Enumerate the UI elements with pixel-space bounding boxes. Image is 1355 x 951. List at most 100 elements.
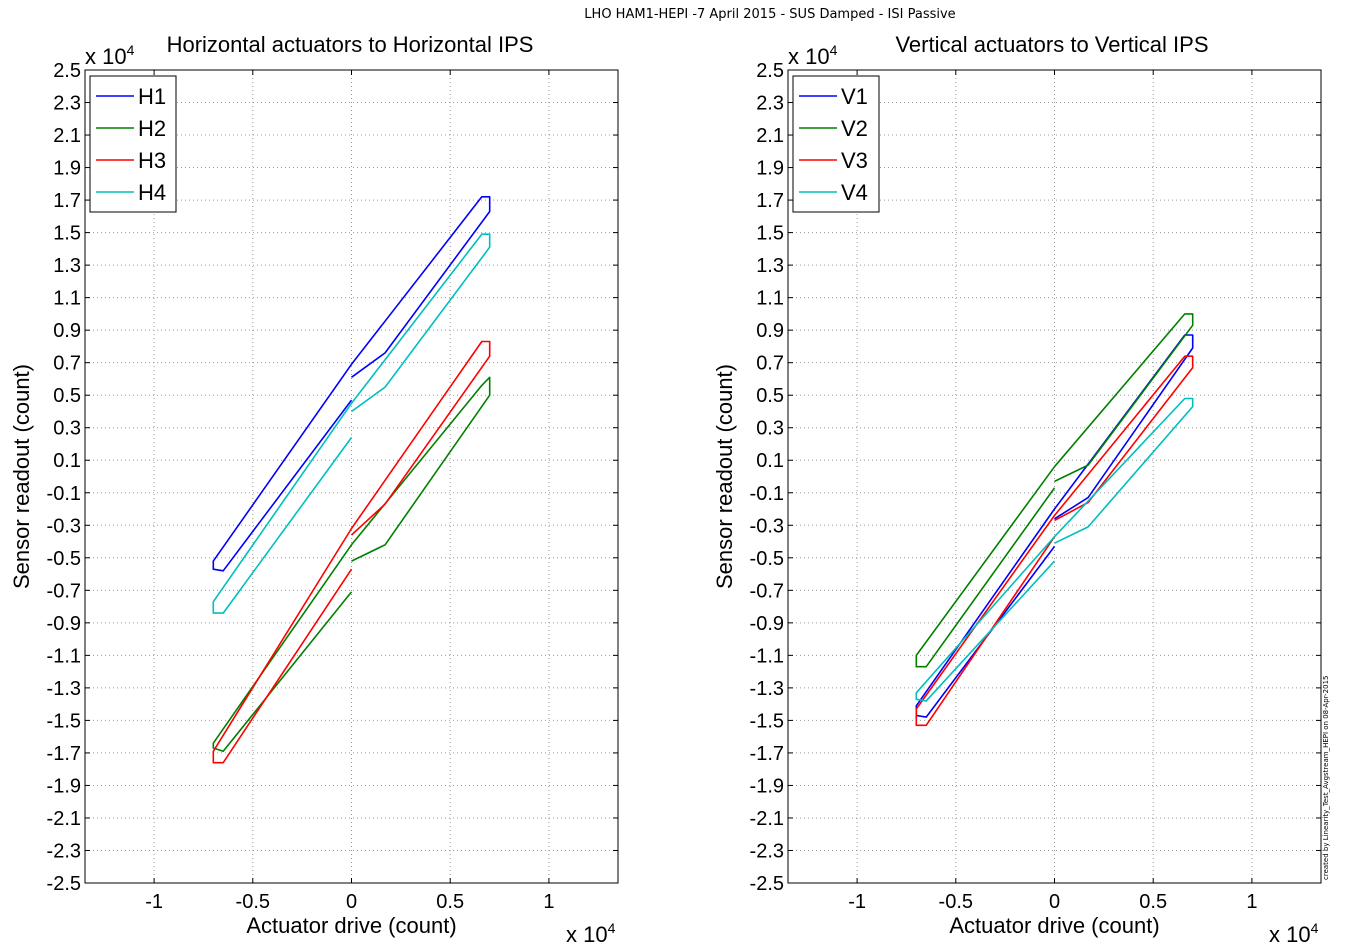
y-tick-label: 0.1 (756, 450, 784, 472)
y-tick-label: -1.5 (47, 710, 81, 732)
series-line-v2 (915, 313, 1194, 668)
legend-entry-label: V2 (841, 116, 868, 141)
y-tick-label: 1.3 (756, 255, 784, 277)
y-exponent-label-base: x 10 (85, 44, 127, 69)
legend: H1 H2 H3 H4 (89, 75, 177, 213)
y-tick-label: -0.7 (750, 580, 784, 602)
y-tick-label: -2.3 (750, 840, 784, 862)
series-line-h1 (212, 196, 491, 572)
x-tick-label: 0 (346, 891, 357, 913)
x-exponent-label: x 104 (1269, 920, 1319, 947)
y-tick-label: -2.5 (47, 873, 81, 895)
x-exponent-label-base: x 10 (1269, 922, 1311, 947)
data-series (212, 196, 491, 764)
x-tick-label: 0 (1049, 891, 1060, 913)
x-tick-label: -0.5 (236, 891, 270, 913)
chart-title: Horizontal actuators to Horizontal IPS (167, 32, 534, 57)
y-tick-label: 0.9 (53, 320, 81, 342)
figure-suptitle: LHO HAM1-HEPI -7 April 2015 - SUS Damped… (584, 7, 955, 22)
y-exponent-label: x 104 (85, 42, 135, 69)
y-tick-label: -2.3 (47, 840, 81, 862)
y-tick-label: 0.5 (756, 385, 784, 407)
y-tick-label: -1.7 (47, 743, 81, 765)
x-tick-label: -0.5 (939, 891, 973, 913)
y-tick-label: 2.1 (53, 125, 81, 147)
y-tick-label: -2.1 (750, 808, 784, 830)
x-tick-label: -1 (145, 891, 163, 913)
x-tick-label: 1 (1246, 891, 1257, 913)
y-axis-label: Sensor readout (count) (712, 364, 737, 589)
x-tick-label: 1 (543, 891, 554, 913)
legend-box (792, 75, 880, 213)
series-line-v3 (915, 355, 1194, 727)
y-tick-label: 2.1 (756, 125, 784, 147)
y-tick-label: 1.5 (756, 223, 784, 245)
y-tick-label: 1.9 (756, 158, 784, 180)
y-exponent-label-base: x 10 (788, 44, 830, 69)
x-tick-label: -1 (848, 891, 866, 913)
credit-note: created by Linearity_Test_Avgstream_HEPI… (1322, 676, 1330, 881)
y-tick-label: -0.3 (750, 515, 784, 537)
x-axis-label: Actuator drive (count) (246, 913, 456, 938)
legend-entry-label: H4 (138, 180, 166, 205)
y-tick-label: -1.1 (47, 645, 81, 667)
legend-entry-label: H3 (138, 148, 166, 173)
y-tick-label: 1.5 (53, 223, 81, 245)
x-exponent-label-power: 4 (608, 920, 616, 936)
y-exponent-label-power: 4 (127, 42, 135, 58)
y-tick-label: -0.5 (47, 548, 81, 570)
y-tick-label: 2.5 (756, 60, 784, 82)
y-tick-label: 1.3 (53, 255, 81, 277)
y-exponent-label-power: 4 (830, 42, 838, 58)
y-tick-label: -0.9 (750, 613, 784, 635)
y-tick-label: -1.9 (47, 775, 81, 797)
y-tick-label: -1.5 (750, 710, 784, 732)
y-tick-label: 0.5 (53, 385, 81, 407)
y-tick-label: -0.5 (750, 548, 784, 570)
y-tick-label: 0.9 (756, 320, 784, 342)
y-tick-label: -2.5 (750, 873, 784, 895)
chart-title: Vertical actuators to Vertical IPS (895, 32, 1208, 57)
legend-entry-label: V1 (841, 84, 868, 109)
x-tick-label: 0.5 (1139, 891, 1167, 913)
legend-entry-label: H2 (138, 116, 166, 141)
y-axis-label: Sensor readout (count) (9, 364, 34, 589)
y-tick-label: -0.1 (750, 483, 784, 505)
x-exponent-label-power: 4 (1311, 920, 1319, 936)
y-tick-label: -2.1 (47, 808, 81, 830)
y-tick-label: -1.7 (750, 743, 784, 765)
y-exponent-label: x 104 (788, 42, 838, 69)
y-tick-label: -0.1 (47, 483, 81, 505)
y-tick-label: 1.7 (53, 190, 81, 212)
horizontal-chart-panel: -2.5 -2.3 -2.1 -1.9 -1.7 -1.5 -1.3 -1.1 -0.9 -0.7… (9, 32, 619, 947)
y-tick-label: -0.7 (47, 580, 81, 602)
series-line-h4 (212, 233, 491, 614)
y-tick-label: 0.1 (53, 450, 81, 472)
y-tick-label: 2.5 (53, 60, 81, 82)
y-tick-label: 1.7 (756, 190, 784, 212)
x-exponent-label-base: x 10 (566, 922, 608, 947)
y-tick-label: 1.1 (53, 288, 81, 310)
y-tick-label: 1.1 (756, 288, 784, 310)
y-tick-label: -1.3 (47, 678, 81, 700)
legend-entry-label: V3 (841, 148, 868, 173)
data-series (915, 313, 1194, 727)
y-tick-label: -1.3 (750, 678, 784, 700)
vertical-chart-panel: -2.5 -2.3 -2.1 -1.9 -1.7 -1.5 -1.3 -1.1 -0.9 -0.7… (712, 32, 1322, 947)
x-axis-label: Actuator drive (count) (949, 913, 1159, 938)
x-tick-label: 0.5 (436, 891, 464, 913)
y-tick-label: -0.3 (47, 515, 81, 537)
grid-lines (85, 69, 618, 884)
legend-entry-label: H1 (138, 84, 166, 109)
y-tick-label: 0.3 (53, 418, 81, 440)
y-tick-label: 2.3 (756, 93, 784, 115)
y-tick-label: -1.1 (750, 645, 784, 667)
y-tick-label: -0.9 (47, 613, 81, 635)
y-tick-label: 0.3 (756, 418, 784, 440)
y-tick-label: 2.3 (53, 93, 81, 115)
x-exponent-label: x 104 (566, 920, 616, 947)
y-tick-label: -1.9 (750, 775, 784, 797)
y-tick-label: 0.7 (756, 353, 784, 375)
